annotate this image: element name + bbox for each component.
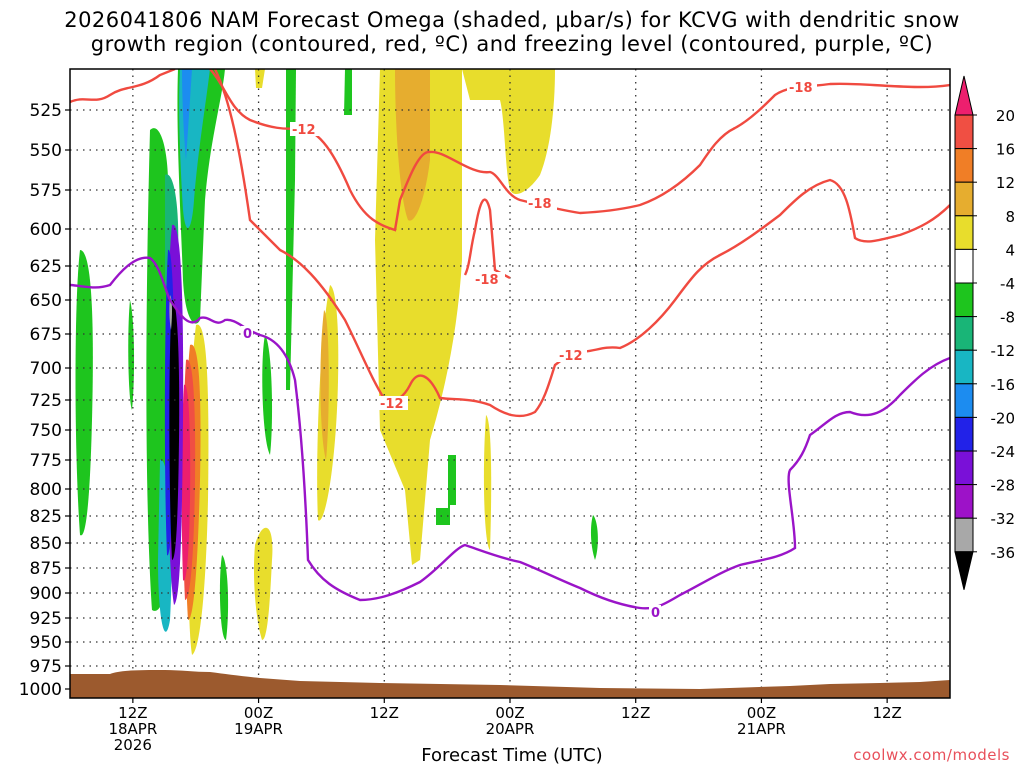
colorbar-swatch (954, 450, 974, 486)
y-tick-label: 875 (30, 559, 62, 579)
omega-yellow-region (255, 69, 265, 88)
contour-label-red: -18 (475, 273, 499, 288)
chart-title-line2: growth region (contoured, red, ºC) and f… (90, 32, 934, 56)
contour-label-red: -12 (380, 397, 404, 412)
y-tick-label: 775 (30, 451, 62, 471)
x-tick-label: 18APR (108, 720, 157, 738)
colorbar-label: -16 (991, 376, 1016, 394)
omega-orange-region (395, 69, 430, 221)
credit-link[interactable]: coolwx.com/models (853, 746, 1010, 764)
colorbar-swatch (954, 215, 974, 250)
colorbar-label: -28 (991, 477, 1016, 495)
omega-yellow-region (462, 69, 555, 195)
chart-title-line1: 2026041806 NAM Forecast Omega (shaded, μ… (64, 8, 960, 32)
omega-magenta-region (181, 384, 191, 581)
y-tick-label: 675 (30, 325, 62, 345)
colorbar-label: 12 (996, 174, 1015, 192)
colorbar: 20 16 12 8 4 -4 -8 -12 -16 -20 -24 -28 -32 -36 (954, 75, 1016, 590)
y-tick-label: 850 (30, 534, 62, 554)
omega-yellow-region (483, 415, 492, 550)
colorbar-swatch (954, 181, 974, 217)
y-tick-label: 525 (30, 101, 62, 121)
y-tick-label: 825 (30, 507, 62, 527)
x-tick-label: 12Z (370, 704, 399, 722)
y-tick-label: 575 (30, 181, 62, 201)
omega-green-region (75, 250, 93, 536)
colorbar-label: -32 (991, 510, 1016, 528)
freezing-level-line (70, 256, 950, 610)
y-tick-label: 550 (30, 141, 62, 161)
colorbar-swatch (954, 316, 974, 351)
omega-green-region (344, 69, 352, 115)
x-tick-label: 00Z (244, 704, 273, 722)
contour-label-red: -18 (789, 81, 813, 96)
x-tick-label: 00Z (495, 704, 524, 722)
colorbar-swatch (954, 282, 974, 318)
x-tick-label: 12Z (118, 704, 147, 722)
colorbar-label: 8 (1005, 208, 1015, 226)
colorbar-swatch (954, 114, 974, 150)
colorbar-label: -4 (1000, 275, 1015, 293)
colorbar-label: -36 (991, 544, 1016, 562)
colorbar-label: -8 (1000, 309, 1015, 327)
colorbar-top-arrow (954, 75, 974, 116)
colorbar-label: 20 (996, 107, 1015, 125)
y-axis: 525 550 575 600 625 650 675 700 725 750 775 800 825 8… (19, 101, 70, 700)
x-tick-label: 00Z (747, 704, 776, 722)
colorbar-label: 16 (996, 141, 1015, 159)
contour-label-red: -12 (292, 123, 316, 138)
colorbar-swatch (954, 383, 974, 418)
omega-green-region (262, 335, 273, 455)
colorbar-swatch (954, 484, 974, 519)
y-tick-label: 900 (30, 584, 62, 604)
y-tick-label: 700 (30, 359, 62, 379)
omega-yellow-region (375, 69, 462, 565)
y-tick-label: 800 (30, 480, 62, 500)
colorbar-label: -24 (991, 443, 1016, 461)
x-tick-label: 12Z (621, 704, 650, 722)
colorbar-swatch (954, 248, 974, 284)
y-tick-label: 600 (30, 220, 62, 240)
grid-lines (70, 69, 950, 698)
omega-orange-region (320, 310, 329, 460)
y-tick-label: 950 (30, 633, 62, 653)
omega-green-region (219, 555, 229, 640)
colorbar-label: -20 (991, 409, 1016, 427)
omega-green-region (436, 455, 456, 525)
y-tick-label: 1000 (19, 680, 62, 700)
colorbar-swatch (954, 148, 974, 183)
isotherm-minus12-lower (213, 69, 950, 418)
x-axis-label: Forecast Time (UTC) (421, 745, 603, 766)
y-tick-label: 625 (30, 257, 62, 277)
contour-label-purple: 0 (243, 327, 252, 342)
terrain-ground (70, 670, 950, 698)
contour-labels: -12 -18 -18 -12 -12 -18 0 0 (241, 80, 817, 621)
omega-yellow-region (253, 527, 273, 640)
contour-label-red: -12 (559, 349, 583, 364)
colorbar-swatch (954, 416, 974, 452)
colorbar-label: -12 (991, 342, 1016, 360)
y-tick-label: 975 (30, 657, 62, 677)
colorbar-bottom-arrow (954, 551, 974, 590)
contour-label-red: -18 (528, 197, 552, 212)
y-tick-label: 925 (30, 609, 62, 629)
colorbar-swatch (954, 517, 974, 553)
colorbar-swatch (954, 349, 974, 385)
omega-deepblue-region (182, 69, 192, 160)
isotherm-minus18-mid (463, 198, 511, 280)
colorbar-label: 4 (1005, 241, 1015, 259)
omega-green-region (590, 515, 598, 560)
y-tick-label: 650 (30, 291, 62, 311)
x-tick-label: 21APR (737, 720, 786, 738)
x-tick-label: 2026 (114, 736, 152, 754)
y-tick-label: 750 (30, 421, 62, 441)
y-tick-label: 725 (30, 391, 62, 411)
omega-shading (75, 69, 598, 655)
contour-label-purple: 0 (651, 606, 660, 621)
x-tick-label: 12Z (872, 704, 901, 722)
x-tick-label: 19APR (234, 720, 283, 738)
x-tick-label: 20APR (486, 720, 535, 738)
